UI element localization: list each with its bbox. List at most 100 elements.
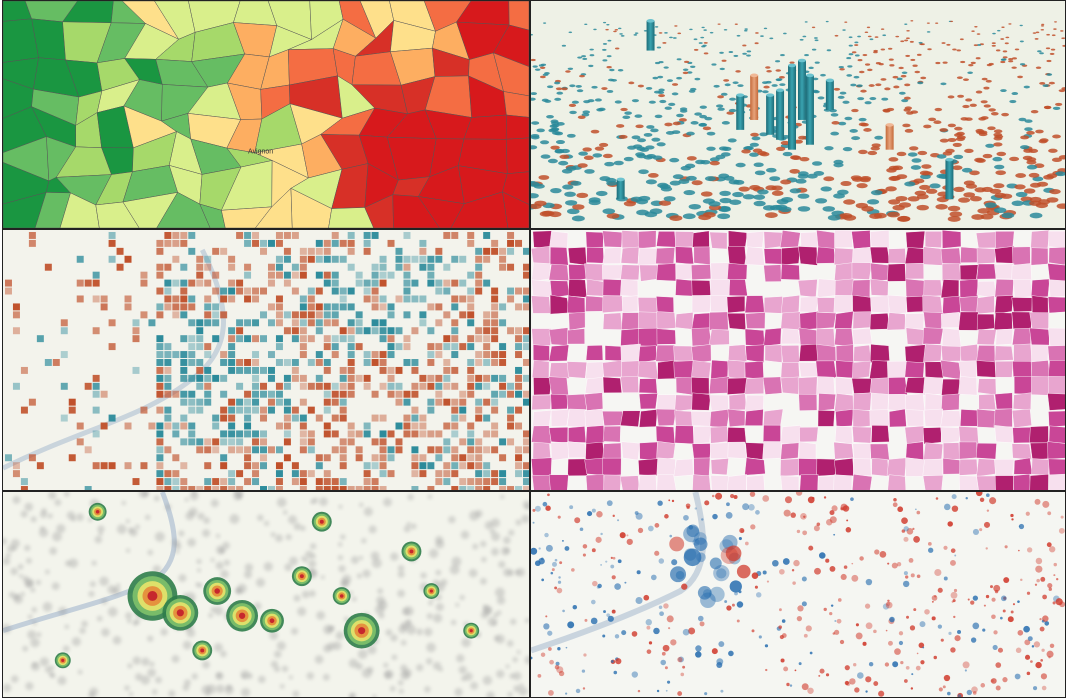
grid-square: [475, 279, 483, 287]
grid-square: [355, 374, 363, 382]
proportional-circle: [878, 690, 885, 697]
proportional-circle: [736, 564, 751, 579]
hex-cell: [624, 111, 632, 115]
hex-cell: [565, 200, 578, 206]
hex-cell: [531, 133, 540, 138]
hex-cell: [1041, 23, 1045, 26]
proportional-circle: [971, 686, 978, 693]
pink-polygon: [905, 230, 926, 249]
hex-cell: [1058, 89, 1065, 93]
grid-square: [252, 446, 260, 454]
hex-cell: [762, 90, 769, 94]
density-dot: [455, 602, 460, 607]
proportional-circle: [682, 665, 686, 669]
grid-square: [491, 446, 499, 454]
grid-square: [491, 247, 499, 255]
grid-square: [76, 438, 84, 446]
grid-square: [36, 335, 44, 343]
hex-cell: [846, 57, 852, 60]
hex-cell: [926, 22, 930, 24]
density-dot: [505, 664, 510, 669]
pink-polygon: [834, 328, 854, 347]
proportional-circle: [922, 646, 925, 649]
grid-square: [419, 255, 427, 263]
river: [531, 492, 707, 654]
pink-polygon: [994, 458, 1015, 477]
proportional-circle: [754, 585, 758, 589]
hex-cell: [936, 154, 947, 159]
density-dot: [440, 578, 448, 586]
grid-square: [347, 263, 355, 271]
grid-square: [236, 279, 244, 287]
grid-square: [467, 390, 475, 398]
hex-cell: [565, 166, 577, 171]
pink-polygon: [726, 474, 747, 490]
hex-cell: [634, 114, 643, 118]
proportional-circle: [562, 609, 565, 613]
density-dot: [3, 557, 11, 566]
pink-polygon: [728, 279, 748, 297]
grid-square: [323, 430, 331, 438]
grid-square: [451, 470, 459, 478]
grid-square: [236, 359, 244, 366]
hex-cell: [896, 151, 907, 157]
hex-cell: [729, 199, 742, 205]
grid-square: [204, 295, 212, 303]
grid-square: [188, 390, 196, 398]
grid-square: [347, 374, 355, 382]
pink-polygon: [815, 360, 837, 380]
grid-square: [68, 398, 76, 406]
grid-square: [483, 430, 491, 438]
grid-square: [323, 335, 331, 343]
grid-square: [523, 470, 529, 478]
proportional-circle: [1010, 513, 1014, 518]
density-dot: [30, 661, 40, 671]
grid-square: [339, 327, 347, 335]
grid-square: [220, 454, 228, 462]
density-dot: [274, 666, 281, 673]
pink-polygon: [531, 474, 551, 490]
grid-square: [435, 279, 443, 287]
grid-square: [323, 359, 331, 366]
grid-square: [323, 478, 331, 486]
hex-cell: [782, 151, 793, 157]
grid-square: [403, 311, 411, 319]
hex-cell: [763, 85, 770, 89]
grid-square: [451, 351, 459, 359]
hex-cell: [746, 54, 751, 57]
pink-polygon: [638, 230, 657, 249]
proportional-circle: [818, 674, 821, 677]
grid-square: [212, 414, 220, 422]
hex-cell: [838, 65, 844, 69]
grid-square: [387, 239, 395, 247]
grid-square: [515, 287, 523, 295]
grid-square: [108, 255, 116, 263]
hex-cell: [669, 157, 680, 163]
proportional-circle: [631, 631, 638, 637]
density-dot: [202, 660, 210, 669]
proportional-circle: [680, 672, 685, 677]
hex-cell: [601, 87, 608, 90]
grid-square: [315, 478, 323, 486]
proportional-circle: [614, 634, 620, 639]
pink-polygon: [904, 313, 925, 330]
hex-cell: [783, 32, 787, 35]
proportional-circle: [886, 601, 891, 606]
grid-square: [371, 462, 379, 470]
hex-cell: [880, 78, 887, 81]
density-dot: [140, 675, 151, 685]
hex-cell: [566, 133, 576, 138]
grid-square: [283, 422, 291, 430]
grid-square: [475, 271, 483, 279]
grid-square: [467, 231, 475, 239]
grid-square: [299, 319, 307, 327]
proportional-circle: [1002, 677, 1008, 683]
density-dot: [31, 607, 38, 613]
pink-polygon: [674, 394, 695, 412]
grid-square: [419, 239, 427, 247]
grid-square: [196, 343, 204, 351]
hex-cell: [781, 197, 794, 203]
heatmap-svg: [3, 492, 529, 697]
hex-cell: [569, 110, 577, 115]
proportional-circle: [1027, 636, 1033, 642]
